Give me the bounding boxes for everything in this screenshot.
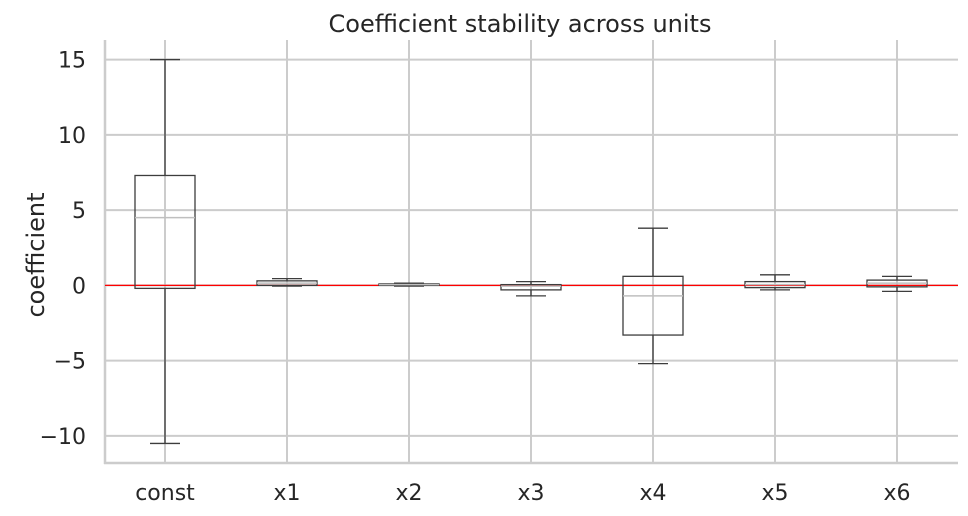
y-tick-label: 5 [72,199,86,224]
box-x6 [866,275,928,293]
x-tick-label: x6 [883,481,910,506]
x-tick-label: x5 [761,481,788,506]
tick-labels: −10 −5 0 5 10 15 const x1 x2 x3 x4 x5 x6 [40,49,911,506]
box-x5 [744,274,806,291]
x-tick-label: x1 [273,481,300,506]
box-const [134,58,196,445]
iqr-box [622,275,684,336]
y-tick-label: 0 [72,274,86,299]
box-x4 [622,227,684,365]
y-tick-label: −5 [54,350,86,375]
iqr-box [500,283,562,291]
boxes [134,58,928,445]
box-x3 [500,280,562,297]
box-x2 [378,282,440,287]
x-tick-label: x2 [395,481,422,506]
box-x1 [256,277,318,287]
x-tick-label: x4 [639,481,666,506]
chart-title: Coefficient stability across units [329,10,712,38]
iqr-box [134,174,196,290]
y-axis-label: coefficient [22,192,50,317]
y-tick-label: −10 [40,425,86,450]
y-tick-label: 15 [58,49,86,74]
axes [103,40,958,465]
y-tick-label: 10 [58,124,86,149]
x-tick-label: const [135,481,195,506]
x-tick-label: x3 [517,481,544,506]
grid [105,40,958,463]
